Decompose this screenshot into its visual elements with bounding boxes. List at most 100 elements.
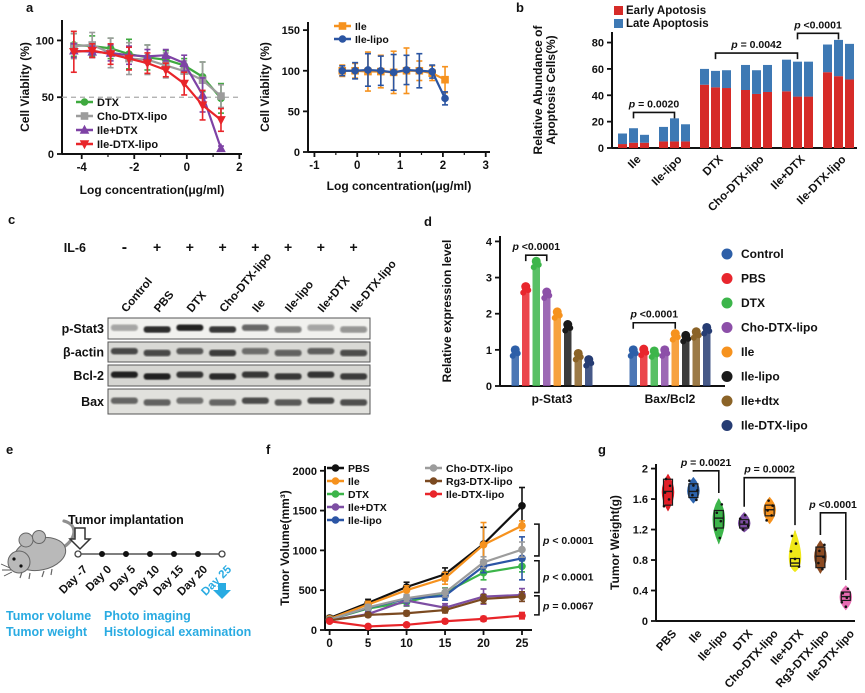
svg-text:0: 0 xyxy=(354,160,360,172)
svg-text:Ile-lipo: Ile-lipo xyxy=(283,279,316,315)
svg-text:p <0.0001: p <0.0001 xyxy=(629,309,678,321)
svg-text:Cell Viablity (%): Cell Viablity (%) xyxy=(258,42,272,132)
bar-early xyxy=(793,96,802,148)
svg-text:40: 40 xyxy=(592,90,604,102)
svg-text:100: 100 xyxy=(282,66,300,78)
svg-text:Ile-lipo: Ile-lipo xyxy=(650,154,685,189)
svg-text:p <0.0001: p <0.0001 xyxy=(793,19,842,31)
note-tumor-weight: Tumor weight xyxy=(6,625,88,639)
timeline-schematic: Tumor implantation Day -7 Day 0 Day 5 Da… xyxy=(0,513,251,639)
panel-label-d: d xyxy=(424,214,432,229)
svg-text:Ile-DTX-lipo: Ile-DTX-lipo xyxy=(97,139,158,151)
svg-text:Ile-lipo: Ile-lipo xyxy=(355,34,389,46)
svg-text:Cho-DTX-lipo: Cho-DTX-lipo xyxy=(741,321,818,335)
svg-text:0: 0 xyxy=(184,162,190,174)
svg-text:Ile: Ile xyxy=(355,21,367,33)
svg-text:DTX: DTX xyxy=(185,289,209,315)
svg-text:p < 0.0001: p < 0.0001 xyxy=(542,572,594,584)
bar-early xyxy=(659,141,668,148)
svg-text:0: 0 xyxy=(326,638,332,650)
svg-text:-2: -2 xyxy=(129,162,139,174)
bar-late xyxy=(763,64,772,92)
note-photo-imaging: Photo imaging xyxy=(104,609,191,623)
svg-text:50: 50 xyxy=(42,92,54,104)
timeline-axis xyxy=(74,550,226,558)
svg-text:500: 500 xyxy=(299,585,317,597)
svg-text:DTX: DTX xyxy=(701,153,726,178)
svg-text:15: 15 xyxy=(439,638,452,650)
viability-chart-ile: 0 50 100 150 -1 0 1 2 3 Cell Viablity (%) Log conc… xyxy=(258,21,490,193)
svg-text:Ile-DTX-lipo: Ile-DTX-lipo xyxy=(741,419,808,433)
svg-text:Ile+DTX: Ile+DTX xyxy=(769,153,808,192)
svg-text:Ile+DTX: Ile+DTX xyxy=(316,274,353,315)
svg-text:Cho-DTX-lipo: Cho-DTX-lipo xyxy=(97,111,168,123)
timeline-title: Tumor implantation xyxy=(68,513,184,527)
svg-text:Bcl-2: Bcl-2 xyxy=(73,369,104,383)
svg-text:p < 0.0001: p < 0.0001 xyxy=(542,535,594,547)
svg-text:Late Apoptosis: Late Apoptosis xyxy=(626,18,709,30)
svg-text:Log concentration(μg/ml): Log concentration(μg/ml) xyxy=(80,183,225,197)
svg-text:50: 50 xyxy=(288,106,300,118)
svg-text:Bax/Bcl2: Bax/Bcl2 xyxy=(645,392,696,406)
bar-early xyxy=(834,76,843,148)
svg-text:+: + xyxy=(350,239,358,255)
bar-early xyxy=(629,142,638,148)
bar-early xyxy=(670,141,679,148)
endpoint-arrow-icon xyxy=(213,583,231,599)
svg-text:1.6: 1.6 xyxy=(633,494,648,506)
bar-late xyxy=(793,61,802,97)
svg-text:10: 10 xyxy=(400,638,413,650)
svg-text:+: + xyxy=(153,239,161,255)
series-Cho-DTX-lipo xyxy=(325,541,526,624)
tumor-volume-chart: 0 500 1000 1500 2000 0 5 10 15 20 25 Tumor Volume(m… xyxy=(278,463,594,650)
bar-early xyxy=(640,142,649,148)
blot-row-p-Stat3 xyxy=(107,317,371,340)
svg-text:p = 0.0002: p = 0.0002 xyxy=(743,464,795,476)
svg-text:p = 0.0020: p = 0.0020 xyxy=(628,98,680,110)
svg-text:0.4: 0.4 xyxy=(633,586,649,598)
svg-text:p <0.0001: p <0.0001 xyxy=(808,499,857,511)
bar-late xyxy=(804,61,813,97)
bar-early xyxy=(782,91,791,148)
bar-early xyxy=(700,84,709,148)
violin-Ile+DTX xyxy=(788,529,802,573)
svg-text:5: 5 xyxy=(365,638,372,650)
bar-late xyxy=(823,44,832,73)
bar-early xyxy=(804,96,813,148)
svg-text:0: 0 xyxy=(294,147,300,159)
svg-text:60: 60 xyxy=(592,64,604,76)
blot-row-β-actin xyxy=(107,341,371,363)
bar-late xyxy=(670,118,679,142)
panel-label-b: b xyxy=(516,0,524,15)
svg-text:0.8: 0.8 xyxy=(633,555,648,567)
svg-text:25: 25 xyxy=(516,638,529,650)
svg-text:Ile: Ile xyxy=(348,476,360,488)
svg-text:p = 0.0042: p = 0.0042 xyxy=(730,39,782,51)
note-tumor-volume: Tumor volume xyxy=(6,609,91,623)
panel-label-g: g xyxy=(598,442,606,457)
day-label: Day 0 xyxy=(84,564,114,594)
svg-text:2: 2 xyxy=(642,464,648,476)
bar-early xyxy=(845,79,854,148)
svg-text:-4: -4 xyxy=(77,162,88,174)
timeline-notes: Tumor volume Tumor weight Photo imaging … xyxy=(6,609,251,639)
svg-text:DTX: DTX xyxy=(348,489,369,501)
svg-text:3: 3 xyxy=(486,273,492,285)
bar-early xyxy=(741,90,750,148)
svg-text:Ile+dtx: Ile+dtx xyxy=(741,394,780,408)
bar-late xyxy=(640,134,649,143)
bar-late xyxy=(782,59,791,92)
svg-text:PBS: PBS xyxy=(348,463,370,475)
series-Ile-lipo xyxy=(338,52,449,106)
panel-label-c: c xyxy=(8,212,16,227)
svg-text:PBS: PBS xyxy=(152,289,177,315)
svg-text:Ile-lipo: Ile-lipo xyxy=(741,370,780,384)
svg-text:Ile: Ile xyxy=(250,297,267,315)
svg-text:Cell Viablity (%): Cell Viablity (%) xyxy=(18,42,32,132)
svg-text:3: 3 xyxy=(483,160,489,172)
panel-label-e: e xyxy=(6,442,14,457)
svg-text:Cho-DTX-lipo: Cho-DTX-lipo xyxy=(446,463,513,475)
svg-text:Relative expression level: Relative expression level xyxy=(440,240,454,383)
